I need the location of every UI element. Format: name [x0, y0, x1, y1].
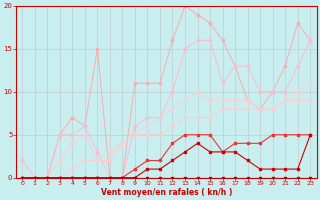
X-axis label: Vent moyen/en rafales ( kn/h ): Vent moyen/en rafales ( kn/h ): [100, 188, 232, 197]
